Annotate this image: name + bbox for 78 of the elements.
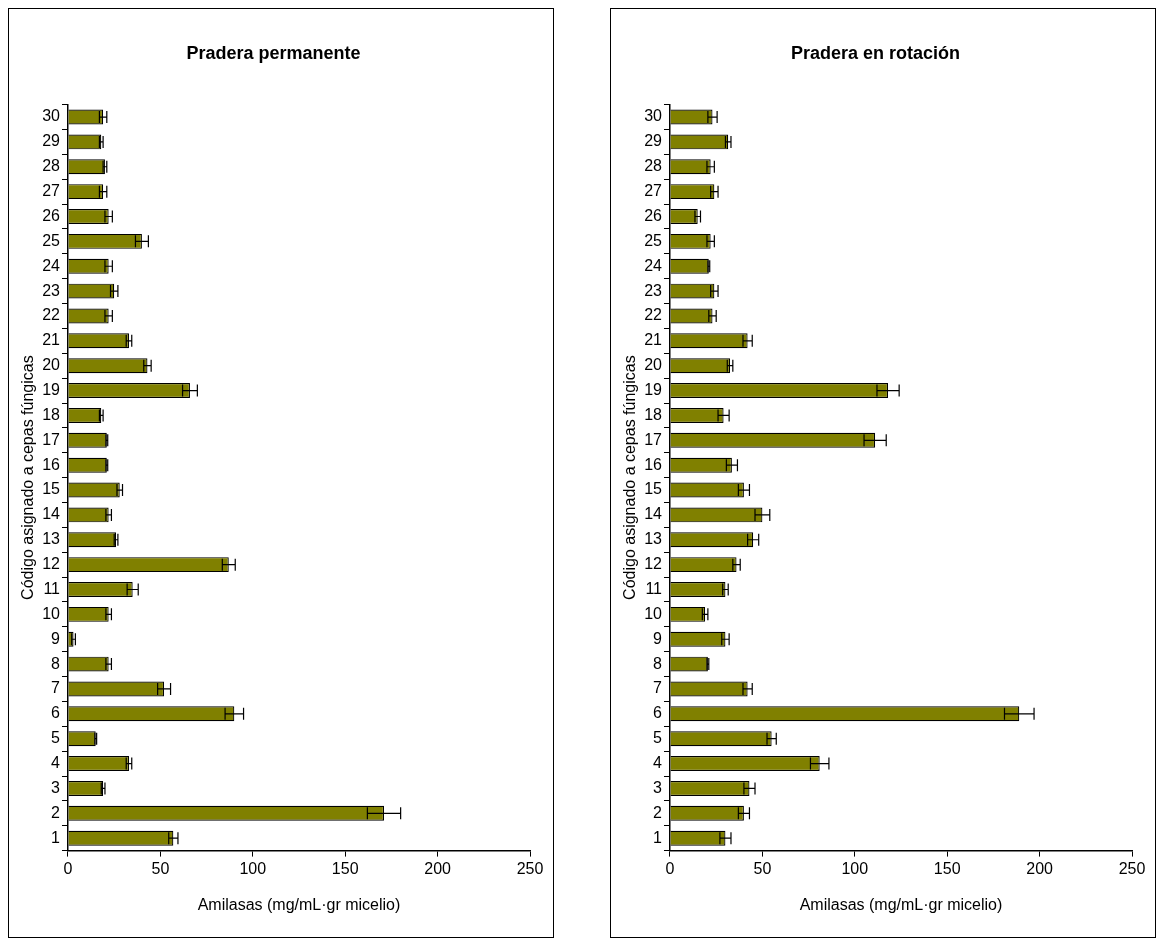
y-tick-label: 18: [42, 405, 61, 423]
y-tick-label: 23: [42, 281, 61, 299]
y-tick-label: 22: [644, 306, 663, 324]
y-tick-label: 24: [644, 256, 663, 274]
x-tick-label: 150: [331, 859, 359, 877]
chart-title: Pradera en rotación: [790, 42, 961, 63]
x-tick-label: 100: [239, 859, 267, 877]
x-tick-label: 250: [516, 859, 544, 877]
y-tick-label: 11: [43, 579, 61, 597]
y-tick-label: 20: [42, 356, 61, 374]
x-tick-label: 50: [753, 859, 772, 877]
y-tick-label: 22: [42, 306, 61, 324]
y-tick-label: 4: [653, 753, 663, 771]
y-tick-label: 6: [653, 704, 663, 722]
y-tick-label: 20: [644, 356, 663, 374]
y-tick-label: 21: [644, 331, 663, 349]
y-tick-label: 28: [42, 157, 61, 175]
y-axis-title: Código asignado a cepas fúngicas: [621, 355, 639, 600]
y-tick-label: 27: [42, 182, 61, 200]
y-tick-label: 25: [644, 231, 663, 249]
y-tick-label: 16: [42, 455, 61, 473]
y-tick-label: 21: [42, 331, 61, 349]
y-tick-label: 7: [51, 679, 61, 697]
y-tick-label: 13: [42, 530, 61, 548]
y-tick-label: 12: [644, 555, 663, 573]
y-tick-label: 5: [653, 729, 663, 747]
y-tick-label: 11: [645, 579, 663, 597]
y-tick-label: 18: [644, 405, 663, 423]
y-tick-label: 29: [644, 132, 663, 150]
y-tick-label: 17: [42, 430, 61, 448]
x-tick-label: 50: [151, 859, 170, 877]
y-tick-label: 26: [42, 206, 61, 224]
x-tick-label: 200: [424, 859, 452, 877]
y-tick-label: 10: [644, 604, 663, 622]
y-tick-label: 10: [42, 604, 61, 622]
y-tick-label: 28: [644, 157, 663, 175]
x-tick-label: 0: [63, 859, 73, 877]
y-tick-label: 4: [51, 753, 61, 771]
y-tick-label: 1: [653, 828, 663, 846]
y-tick-label: 27: [644, 182, 663, 200]
y-tick-label: 29: [42, 132, 61, 150]
x-tick-label: 250: [1118, 859, 1146, 877]
y-tick-label: 2: [653, 803, 663, 821]
y-tick-label: 16: [644, 455, 663, 473]
y-tick-label: 19: [42, 380, 61, 398]
y-tick-label: 13: [644, 530, 663, 548]
y-tick-label: 7: [653, 679, 663, 697]
y-tick-label: 9: [653, 629, 663, 647]
y-tick-label: 14: [644, 505, 663, 523]
x-tick-label: 150: [933, 859, 961, 877]
y-tick-label: 9: [51, 629, 61, 647]
y-tick-label: 23: [644, 281, 663, 299]
y-tick-label: 3: [653, 778, 663, 796]
y-axis-title: Código asignado a cepas fúngicas: [19, 355, 37, 600]
y-tick-label: 30: [42, 107, 61, 125]
y-tick-label: 14: [42, 505, 61, 523]
y-tick-label: 15: [42, 480, 61, 498]
y-tick-label: 5: [51, 729, 61, 747]
x-axis-title: Amilasas (mg/mL·gr micelio): [799, 895, 1003, 913]
y-tick-label: 24: [42, 256, 61, 274]
y-tick-label: 30: [644, 107, 663, 125]
y-tick-label: 15: [644, 480, 663, 498]
y-tick-label: 19: [644, 380, 663, 398]
y-tick-label: 6: [51, 704, 61, 722]
x-axis-title: Amilasas (mg/mL·gr micelio): [197, 895, 401, 913]
y-tick-label: 2: [51, 803, 61, 821]
x-tick-label: 100: [841, 859, 869, 877]
y-tick-label: 17: [644, 430, 663, 448]
y-tick-label: 1: [51, 828, 61, 846]
y-tick-label: 12: [42, 555, 61, 573]
x-tick-label: 200: [1026, 859, 1054, 877]
x-tick-label: 0: [665, 859, 675, 877]
y-tick-label: 8: [51, 654, 61, 672]
y-tick-label: 3: [51, 778, 61, 796]
chart-title: Pradera permanente: [186, 42, 361, 63]
y-tick-label: 26: [644, 206, 663, 224]
y-tick-label: 8: [653, 654, 663, 672]
y-tick-label: 25: [42, 231, 61, 249]
